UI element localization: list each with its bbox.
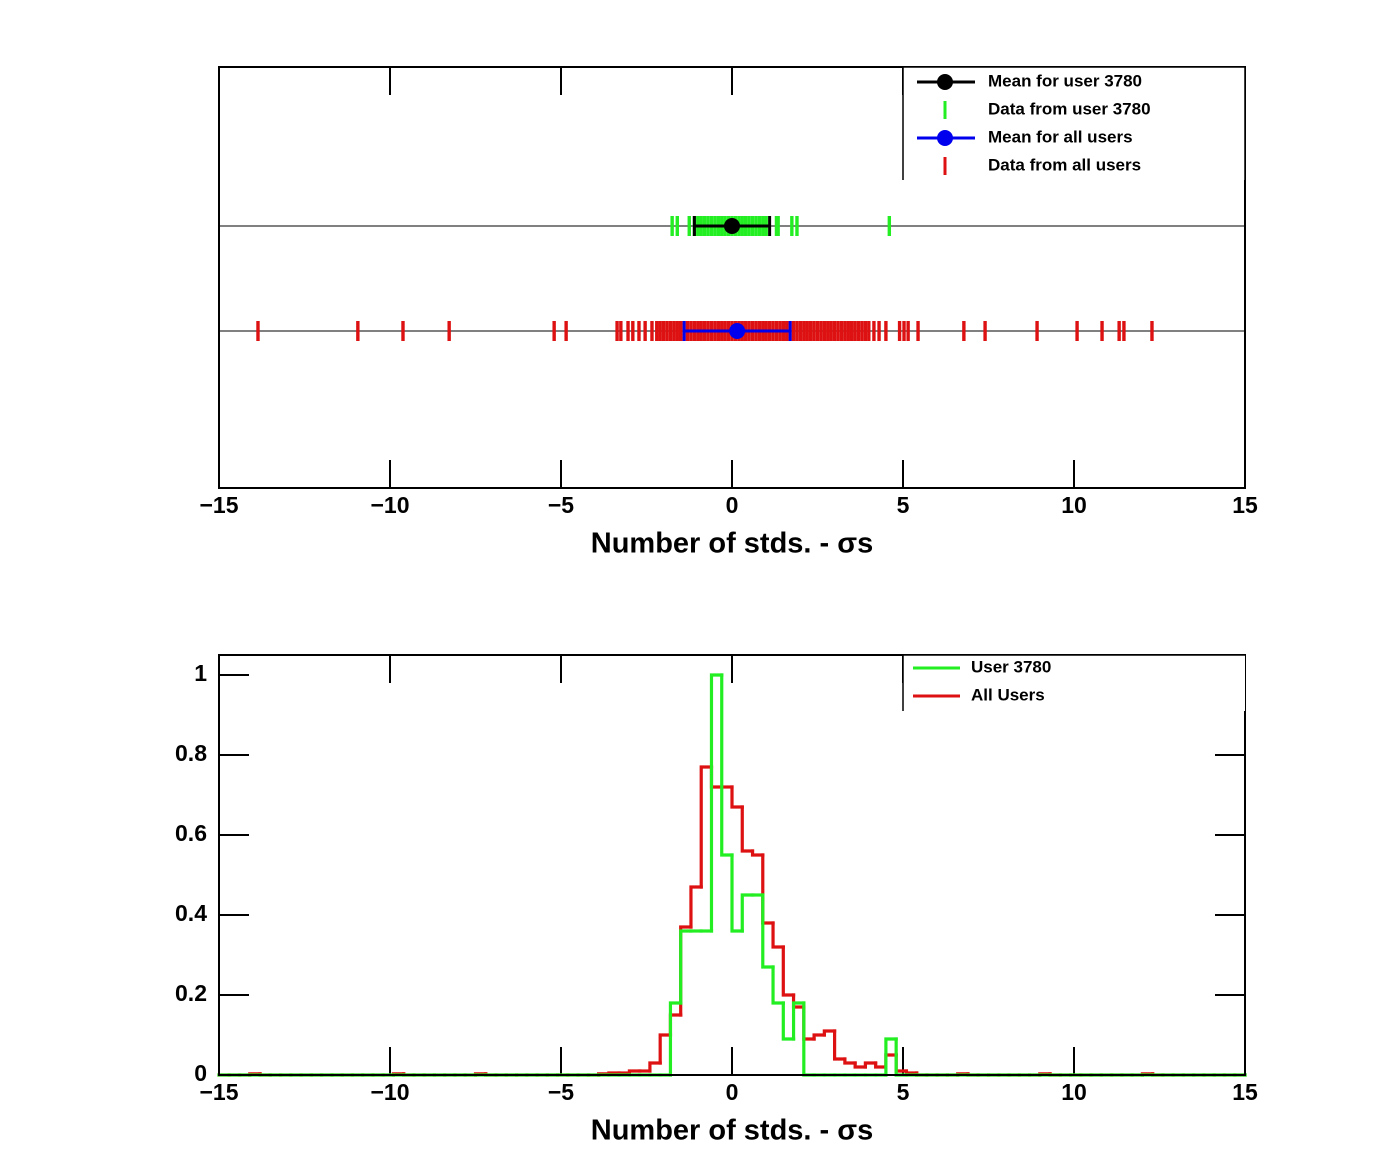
hist-step xyxy=(750,849,765,857)
legend-label: All Users xyxy=(971,685,1045,704)
y-tick-label: 0 xyxy=(194,1060,207,1086)
y-tick-label: 0.8 xyxy=(175,740,207,766)
y-tick-label: 0.2 xyxy=(175,980,207,1006)
hist-step xyxy=(771,921,785,949)
hist-step xyxy=(730,785,744,809)
hist-step xyxy=(833,1029,847,1061)
x-tick-label: 15 xyxy=(1232,492,1258,518)
plot-frame xyxy=(218,654,1246,1076)
x-tick-label: 5 xyxy=(897,1079,910,1105)
x-tick-label: −15 xyxy=(199,1079,238,1105)
hist-step xyxy=(791,1001,806,1041)
hist-step xyxy=(720,673,734,857)
legend-label: Mean for user 3780 xyxy=(988,71,1142,90)
x-tick-label: −10 xyxy=(370,1079,409,1105)
hist-step xyxy=(648,1061,662,1073)
legend-marker xyxy=(937,130,953,146)
x-tick-label: −15 xyxy=(199,492,238,518)
legend-marker xyxy=(937,74,953,90)
y-tick-label: 0.6 xyxy=(175,820,207,846)
x-axis-title: Number of stds. - σs xyxy=(591,528,873,560)
x-tick-label: −5 xyxy=(548,492,574,518)
hist-step xyxy=(781,945,796,997)
hist-step xyxy=(679,929,693,1005)
hist-step xyxy=(761,893,775,969)
hist-step xyxy=(689,885,703,929)
hist-step xyxy=(781,1001,796,1041)
x-tick-label: 10 xyxy=(1061,492,1087,518)
hist-step xyxy=(658,1033,673,1065)
legend-label: Data from user 3780 xyxy=(988,99,1151,118)
y-tick-label: 1 xyxy=(194,660,207,686)
x-tick-label: 0 xyxy=(726,1079,739,1105)
legend-border xyxy=(902,654,1245,711)
hist-step xyxy=(668,1001,683,1077)
legend-label: Mean for all users xyxy=(988,127,1133,146)
hist-step xyxy=(740,893,755,933)
hist-step xyxy=(699,765,714,889)
hist-step xyxy=(812,1033,826,1041)
mean-marker xyxy=(729,323,746,339)
x-tick-label: 15 xyxy=(1232,1079,1258,1105)
legend-box xyxy=(903,655,1245,711)
x-tick-label: 0 xyxy=(726,492,739,518)
x-tick-label: 10 xyxy=(1061,1079,1087,1105)
x-tick-label: −10 xyxy=(370,492,409,518)
hist-step xyxy=(740,805,755,853)
hist-step xyxy=(853,1061,867,1069)
legend-label: User 3780 xyxy=(971,657,1051,676)
legend-label: Data from all users xyxy=(988,155,1141,174)
hist-step xyxy=(874,1061,888,1069)
hist-step xyxy=(627,1069,642,1075)
legend-border xyxy=(902,66,1246,180)
hist-step xyxy=(843,1057,857,1065)
hist-step xyxy=(822,1029,837,1037)
y-tick-label: 0.4 xyxy=(175,900,207,926)
hist-step xyxy=(730,853,744,933)
hist-step xyxy=(863,1061,878,1069)
hist-step xyxy=(904,1069,919,1075)
hist-step xyxy=(771,965,785,1005)
plot-frame xyxy=(218,66,1246,489)
x-axis-title: Number of stds. - σs xyxy=(591,1115,873,1147)
x-tick-label: −5 xyxy=(548,1079,574,1105)
x-tick-label: 5 xyxy=(897,492,910,518)
hist-step xyxy=(709,673,724,933)
mean-marker xyxy=(724,218,740,234)
hist-step xyxy=(884,1037,898,1077)
legend-box xyxy=(903,67,1245,180)
